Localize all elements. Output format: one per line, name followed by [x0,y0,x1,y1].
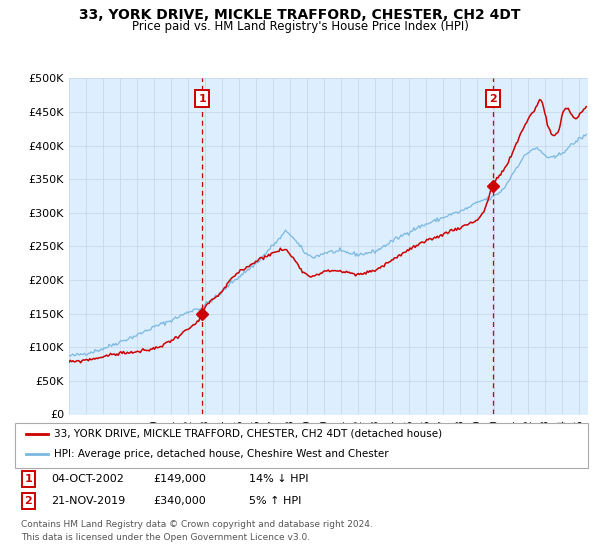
Text: 33, YORK DRIVE, MICKLE TRAFFORD, CHESTER, CH2 4DT (detached house): 33, YORK DRIVE, MICKLE TRAFFORD, CHESTER… [54,429,442,439]
Text: 2: 2 [489,94,497,104]
Text: 1: 1 [199,94,206,104]
Text: 5% ↑ HPI: 5% ↑ HPI [249,496,301,506]
Text: 21-NOV-2019: 21-NOV-2019 [51,496,125,506]
Text: Price paid vs. HM Land Registry's House Price Index (HPI): Price paid vs. HM Land Registry's House … [131,20,469,33]
Text: HPI: Average price, detached house, Cheshire West and Chester: HPI: Average price, detached house, Ches… [54,449,389,459]
Text: 1: 1 [25,474,32,484]
Text: £340,000: £340,000 [153,496,206,506]
Text: 2: 2 [25,496,32,506]
Text: £149,000: £149,000 [153,474,206,484]
Text: Contains HM Land Registry data © Crown copyright and database right 2024.: Contains HM Land Registry data © Crown c… [21,520,373,529]
Text: This data is licensed under the Open Government Licence v3.0.: This data is licensed under the Open Gov… [21,533,310,542]
Text: 33, YORK DRIVE, MICKLE TRAFFORD, CHESTER, CH2 4DT: 33, YORK DRIVE, MICKLE TRAFFORD, CHESTER… [79,8,521,22]
Text: 04-OCT-2002: 04-OCT-2002 [51,474,124,484]
Text: 14% ↓ HPI: 14% ↓ HPI [249,474,308,484]
